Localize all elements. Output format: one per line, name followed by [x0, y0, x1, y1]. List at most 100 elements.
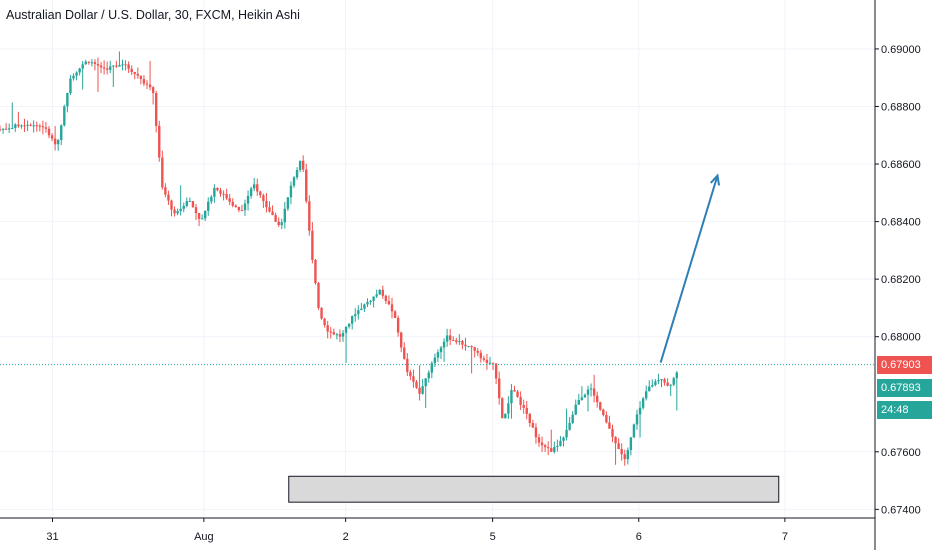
candle-body — [452, 339, 455, 341]
candle-body — [347, 323, 351, 327]
candle-body — [130, 68, 133, 73]
candle-body — [412, 376, 415, 382]
candle-body — [648, 386, 651, 392]
candle-body — [632, 424, 636, 438]
candle-body — [369, 300, 372, 302]
candle-body — [445, 335, 449, 342]
candle-body — [638, 407, 642, 415]
candle-body — [644, 391, 648, 399]
candle-body — [292, 177, 296, 186]
candle-body — [537, 437, 541, 443]
candle-body — [455, 340, 458, 343]
candle-body — [44, 127, 48, 129]
candle-body — [586, 389, 590, 395]
candle-body — [583, 394, 587, 398]
support-zone — [288, 475, 780, 503]
candle-body — [234, 205, 238, 208]
candle-body — [464, 344, 467, 347]
candle-body — [283, 208, 287, 223]
candle-body — [553, 447, 556, 452]
candle-body — [63, 106, 66, 126]
candle-body — [602, 409, 605, 416]
y-tick-label: 0.67400 — [881, 504, 921, 516]
candle-body — [363, 304, 366, 309]
candle-body — [595, 395, 599, 403]
candle-body — [17, 124, 20, 127]
candle-body — [228, 198, 231, 202]
candle-body — [338, 334, 342, 337]
candle-body — [421, 386, 424, 394]
candle-body — [387, 301, 391, 305]
candle-body — [669, 384, 672, 386]
candle-body — [295, 169, 299, 178]
candle-body — [262, 195, 265, 201]
candle-body — [366, 301, 369, 305]
candle-body — [608, 422, 611, 429]
candle-body — [252, 184, 256, 189]
candle-body — [436, 352, 440, 358]
candle-body — [580, 397, 584, 400]
candle-body — [375, 294, 378, 297]
candle-body — [158, 125, 161, 158]
candle-body — [341, 332, 345, 337]
candle-body — [399, 332, 403, 348]
y-tick-label: 0.68800 — [881, 101, 921, 113]
candle-body — [69, 78, 72, 93]
candle-body — [265, 200, 268, 208]
x-tick-label: 7 — [782, 531, 788, 543]
candle-body — [47, 128, 51, 136]
candle-body — [72, 75, 75, 79]
candle-body — [176, 211, 179, 214]
candle-body — [372, 296, 375, 301]
candle-body — [274, 215, 277, 222]
candle-body — [118, 64, 121, 67]
candle-body — [323, 318, 326, 326]
candle-body — [614, 436, 617, 444]
candle-body — [418, 387, 421, 394]
candle-body — [60, 125, 63, 140]
candle-body — [415, 381, 418, 388]
candle-body — [473, 347, 476, 351]
candle-body — [145, 83, 149, 85]
candle-body — [479, 352, 483, 359]
candle-body — [510, 390, 513, 404]
candle-body — [151, 87, 155, 94]
candle-body — [305, 169, 308, 202]
candle-body — [167, 194, 170, 201]
candle-body — [589, 388, 593, 390]
y-tick-label: 0.67600 — [881, 447, 921, 459]
candle-body — [666, 382, 669, 386]
candle-body — [525, 407, 528, 414]
candle-body — [231, 201, 234, 206]
candle-body — [308, 201, 311, 231]
candle-body — [559, 440, 562, 446]
candle-body — [102, 67, 106, 69]
candle-body — [501, 398, 504, 419]
candle-body — [35, 125, 38, 127]
candle-body — [38, 125, 42, 127]
x-tick-label: 5 — [490, 531, 496, 543]
candle-body — [219, 190, 222, 194]
candle-body — [470, 346, 473, 348]
candle-body — [75, 72, 78, 76]
candle-body — [519, 396, 522, 405]
candle-body — [93, 62, 97, 65]
candle-body — [96, 64, 100, 66]
candle-body — [660, 379, 663, 381]
candle-body — [78, 68, 81, 73]
current-price-tag: 0.67903 — [877, 355, 932, 374]
candle-body — [301, 160, 305, 170]
candle-body — [109, 66, 112, 70]
candle-body — [485, 359, 489, 364]
candle-body — [240, 210, 244, 212]
candle-body — [448, 335, 452, 340]
candle-body — [188, 201, 192, 203]
candle-body — [136, 73, 140, 76]
candle-body — [467, 346, 470, 348]
candle-body — [326, 325, 329, 332]
projection-arrow-line — [659, 175, 719, 363]
candle-body — [124, 64, 127, 66]
candle-body — [357, 310, 360, 315]
projection-arrow-head — [709, 173, 721, 186]
